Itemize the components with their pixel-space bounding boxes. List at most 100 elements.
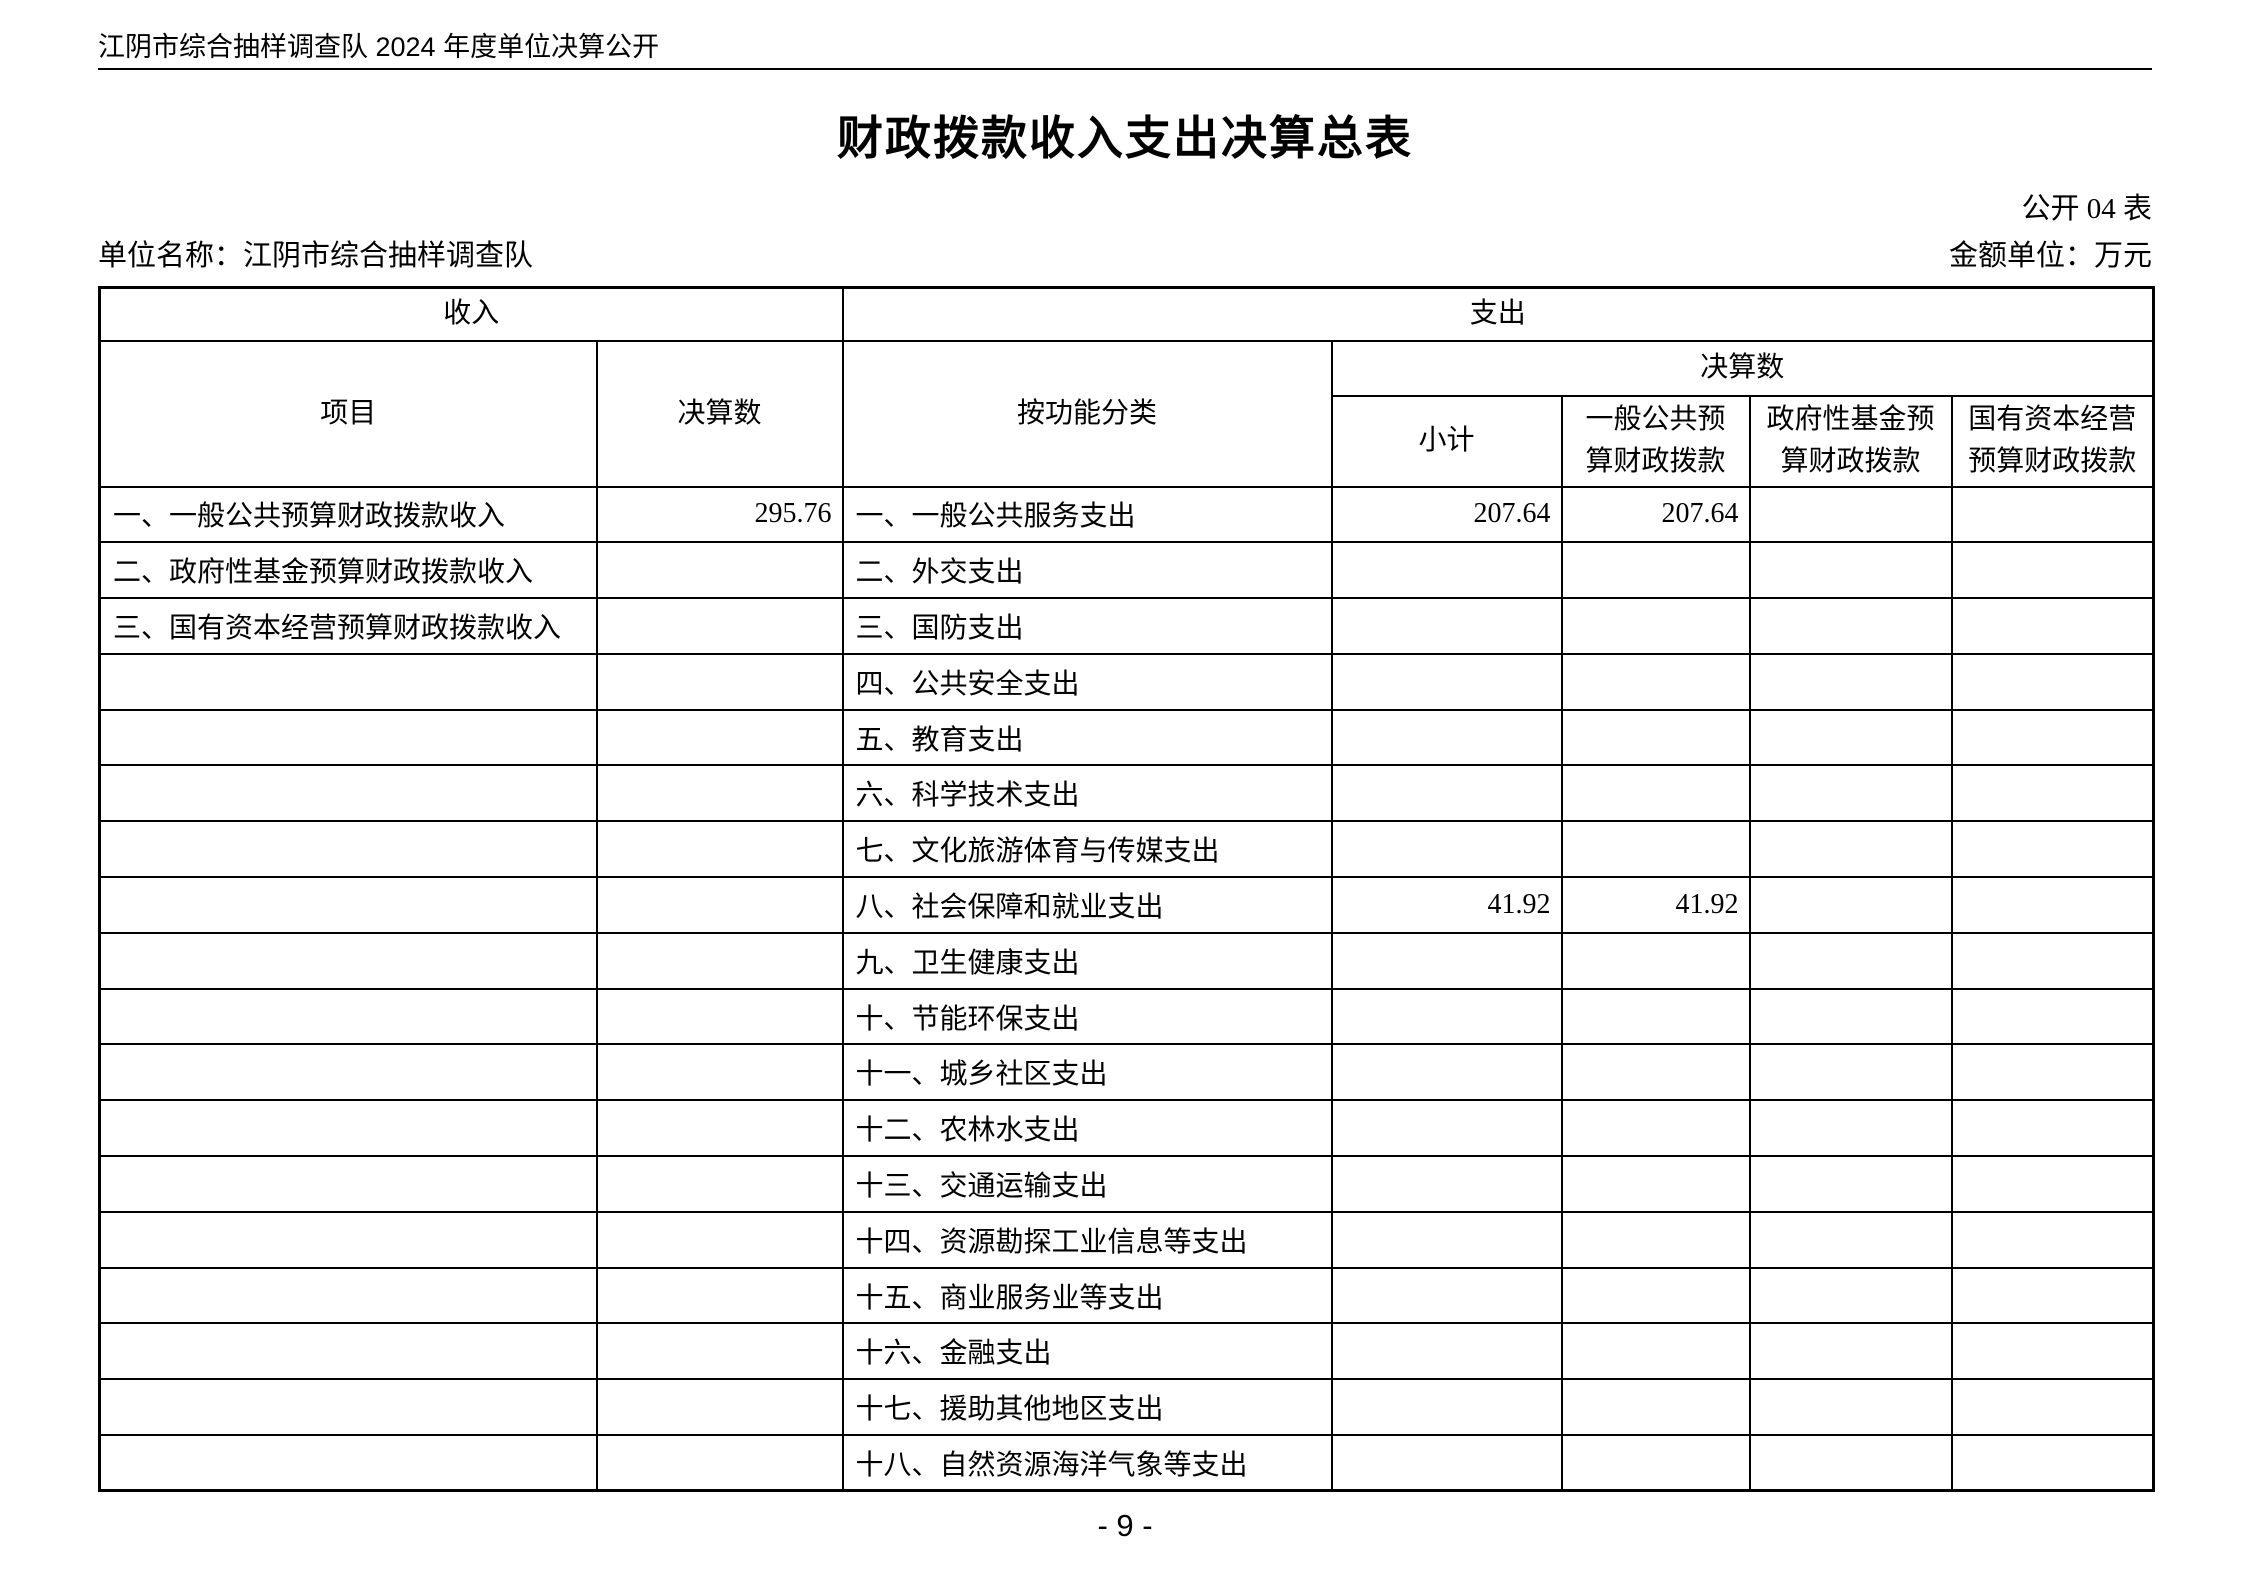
income-amount: [595, 708, 844, 767]
income-item: [98, 987, 598, 1046]
expenditure-fund: [1748, 541, 1953, 600]
income-item: [98, 1322, 598, 1381]
income-amount: [595, 597, 844, 655]
table-header-row-2: 小计 一般公共预算财政拨款 政府性基金预算财政拨款 国有资本经营预算财政拨款: [100, 394, 2155, 488]
income-item-header: 项目: [98, 339, 598, 488]
expenditure-general: [1560, 1266, 1751, 1325]
table-row: 十五、商业服务业等支出: [98, 1266, 2155, 1325]
income-amount: [595, 1155, 844, 1213]
expenditure-item: 十五、商业服务业等支出: [841, 1266, 1333, 1325]
income-amount: [595, 541, 844, 600]
expenditure-item: 十六、金融支出: [841, 1322, 1333, 1381]
expenditure-item: 五、教育支出: [841, 708, 1333, 767]
expenditure-section-header: 支出: [841, 286, 2155, 342]
expenditure-subtotal: [1330, 708, 1563, 767]
expenditure-item: 十八、自然资源海洋气象等支出: [841, 1434, 1333, 1492]
expenditure-item: 六、科学技术支出: [841, 764, 1333, 823]
expenditure-fund: [1748, 1434, 1953, 1492]
document-title: 财政拨款收入支出决算总表: [837, 111, 1413, 165]
income-item: [98, 1378, 598, 1437]
income-amount: [595, 1210, 844, 1269]
expenditure-final-amount-header: 决算数: [1330, 339, 2155, 397]
expenditure-item: 一、一般公共服务支出: [841, 485, 1333, 544]
income-item: [98, 1099, 598, 1158]
expenditure-general: 41.92: [1560, 876, 1751, 934]
expenditure-capital: [1950, 485, 2155, 544]
table-row: 一、一般公共预算财政拨款收入 295.76 一、一般公共服务支出 207.64 …: [98, 485, 2155, 544]
expenditure-item: 十三、交通运输支出: [841, 1155, 1333, 1213]
expenditure-capital: [1950, 876, 2155, 934]
subtotal-header: 小计: [1330, 394, 1563, 488]
income-amount: [595, 931, 844, 990]
expenditure-item: 七、文化旅游体育与传媒支出: [841, 820, 1333, 879]
expenditure-item: 十一、城乡社区支出: [841, 1043, 1333, 1102]
expenditure-capital: [1950, 931, 2155, 990]
table-row: 十一、城乡社区支出: [98, 1043, 2155, 1102]
table-row: 六、科学技术支出: [98, 764, 2155, 823]
expenditure-subtotal: [1330, 541, 1563, 600]
expenditure-capital: [1950, 1266, 2155, 1325]
expenditure-capital: [1950, 1043, 2155, 1102]
table-row: 十七、援助其他地区支出: [98, 1378, 2155, 1437]
income-amount: [595, 820, 844, 879]
expenditure-fund: [1748, 485, 1953, 544]
income-item: [98, 1155, 598, 1213]
expenditure-fund: [1748, 597, 1953, 655]
income-amount: [595, 652, 844, 711]
expenditure-general: [1560, 1043, 1751, 1102]
page-number: - 9 -: [1097, 1508, 1153, 1544]
expenditure-capital: [1950, 1434, 2155, 1492]
expenditure-capital: [1950, 708, 2155, 767]
expenditure-general: [1560, 1210, 1751, 1269]
expenditure-capital: [1950, 652, 2155, 711]
expenditure-fund: [1748, 708, 1953, 767]
table-row: 五、教育支出: [98, 708, 2155, 767]
income-item: [98, 1210, 598, 1269]
table-row: 四、公共安全支出: [98, 652, 2155, 711]
expenditure-item: 十、节能环保支出: [841, 987, 1333, 1046]
table-code-label: 公开 04 表: [2021, 193, 2152, 225]
expenditure-item: 二、外交支出: [841, 541, 1333, 600]
table-row: 九、卫生健康支出: [98, 931, 2155, 990]
expenditure-general: [1560, 708, 1751, 767]
expenditure-capital: [1950, 987, 2155, 1046]
expenditure-subtotal: [1330, 597, 1563, 655]
expenditure-general: [1560, 987, 1751, 1046]
expenditure-fund: [1748, 987, 1953, 1046]
income-amount: [595, 1099, 844, 1158]
expenditure-item: 十七、援助其他地区支出: [841, 1378, 1333, 1437]
amount-unit-label: 金额单位：万元: [1948, 240, 2152, 272]
expenditure-item: 十四、资源勘探工业信息等支出: [841, 1210, 1333, 1269]
table-section-header-row: 收入 支出: [98, 286, 2155, 342]
table-row: 十、节能环保支出: [98, 987, 2155, 1046]
expenditure-capital: [1950, 764, 2155, 823]
expenditure-fund: [1748, 1043, 1953, 1102]
expenditure-fund: [1748, 931, 1953, 990]
expenditure-subtotal: [1330, 987, 1563, 1046]
expenditure-subtotal: [1330, 1434, 1563, 1492]
income-item: [98, 764, 598, 823]
income-item: [98, 876, 598, 934]
expenditure-general: [1560, 1434, 1751, 1492]
by-function-header: 按功能分类: [841, 339, 1333, 488]
expenditure-general: [1560, 1322, 1751, 1381]
expenditure-subtotal: [1330, 1322, 1563, 1381]
page-header-title: 江阴市综合抽样调查队 2024 年度单位决算公开: [98, 32, 660, 62]
income-item: [98, 820, 598, 879]
expenditure-fund: [1748, 1378, 1953, 1437]
expenditure-subtotal: [1330, 1043, 1563, 1102]
expenditure-fund: [1748, 652, 1953, 711]
income-item: [98, 931, 598, 990]
expenditure-item: 九、卫生健康支出: [841, 931, 1333, 990]
expenditure-fund: [1748, 820, 1953, 879]
expenditure-subtotal: 207.64: [1330, 485, 1563, 544]
fiscal-appropriation-table: 收入 支出 项目 决算数 按功能分类 决算数 小计 一般公共预算财政拨款 政府性…: [98, 286, 2156, 1493]
income-item: [98, 1434, 598, 1492]
expenditure-fund: [1748, 764, 1953, 823]
expenditure-general: [1560, 820, 1751, 879]
expenditure-fund: [1748, 1155, 1953, 1213]
expenditure-general: [1560, 1155, 1751, 1213]
income-section-header: 收入: [98, 286, 844, 342]
income-amount: [595, 1266, 844, 1325]
